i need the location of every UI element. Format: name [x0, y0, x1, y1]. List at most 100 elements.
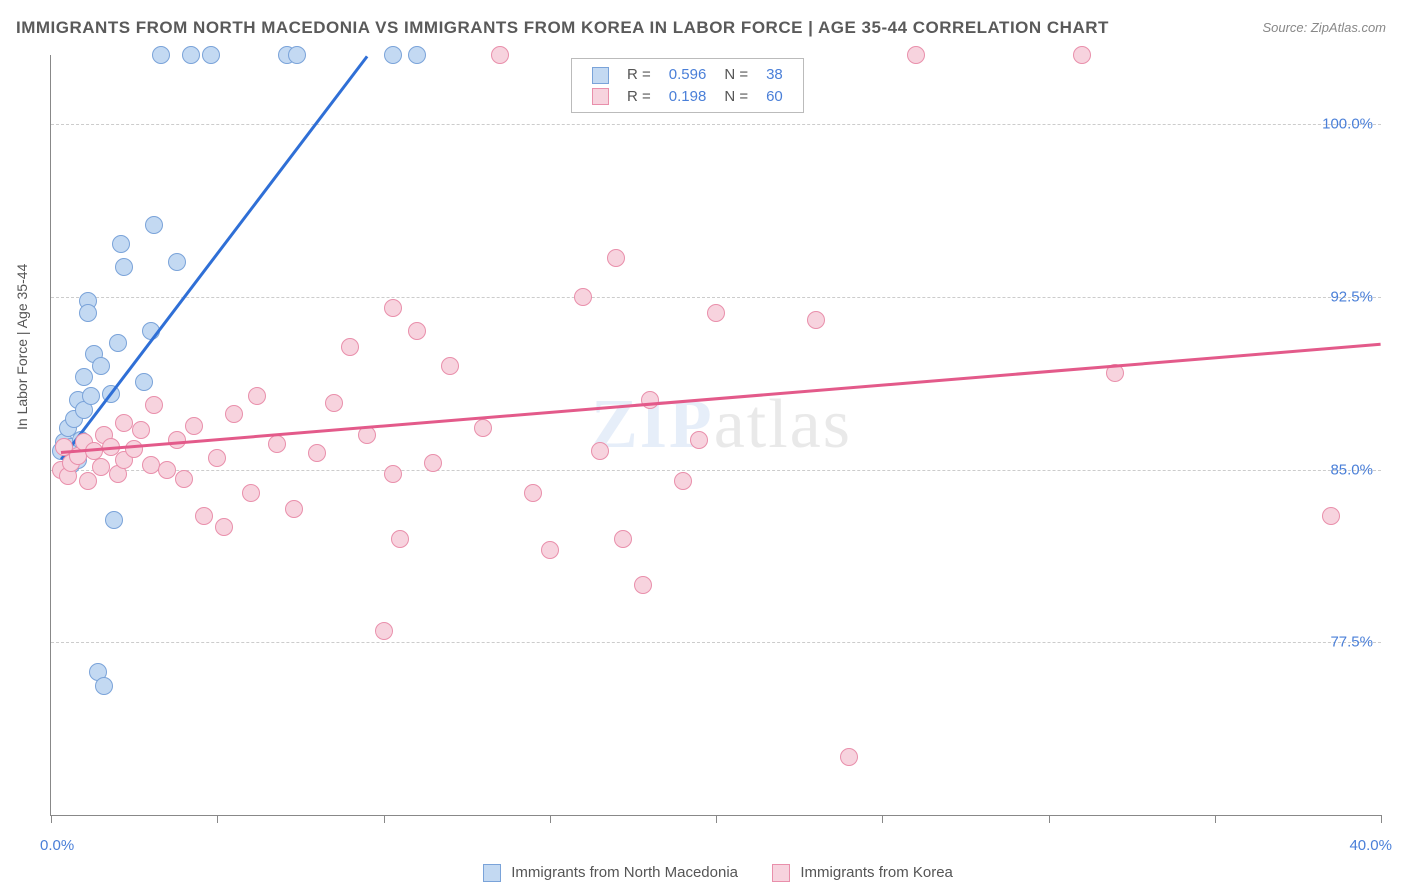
data-point-macedonia	[145, 216, 163, 234]
x-axis-label-max: 40.0%	[1349, 837, 1392, 854]
value-R-korea: 0.198	[661, 87, 715, 107]
label-N: N =	[716, 65, 756, 85]
trend-line-macedonia	[60, 55, 368, 460]
gridline	[51, 124, 1381, 125]
x-tick	[51, 815, 52, 823]
data-point-korea	[441, 357, 459, 375]
swatch-macedonia-bottom	[483, 864, 501, 882]
y-tick-label: 92.5%	[1330, 288, 1373, 305]
data-point-korea	[341, 338, 359, 356]
data-point-macedonia	[288, 46, 306, 64]
correlation-legend: R = 0.596 N = 38 R = 0.198 N = 60	[571, 58, 804, 113]
data-point-korea	[145, 396, 163, 414]
label-R2: R =	[619, 87, 659, 107]
gridline	[51, 642, 1381, 643]
x-tick	[882, 815, 883, 823]
x-tick	[550, 815, 551, 823]
data-point-korea	[92, 458, 110, 476]
data-point-korea	[325, 394, 343, 412]
data-point-korea	[707, 304, 725, 322]
data-point-korea	[175, 470, 193, 488]
data-point-korea	[195, 507, 213, 525]
data-point-korea	[308, 444, 326, 462]
swatch-korea	[592, 88, 609, 105]
data-point-korea	[690, 431, 708, 449]
value-N-macedonia: 38	[758, 65, 791, 85]
data-point-macedonia	[152, 46, 170, 64]
chart-title: IMMIGRANTS FROM NORTH MACEDONIA VS IMMIG…	[16, 18, 1109, 38]
data-point-korea	[674, 472, 692, 490]
data-point-macedonia	[109, 334, 127, 352]
data-point-korea	[242, 484, 260, 502]
data-point-macedonia	[168, 253, 186, 271]
swatch-korea-bottom	[772, 864, 790, 882]
x-tick	[1049, 815, 1050, 823]
series-legend: Immigrants from North Macedonia Immigran…	[0, 864, 1406, 882]
data-point-korea	[115, 414, 133, 432]
data-point-korea	[574, 288, 592, 306]
data-point-korea	[285, 500, 303, 518]
x-axis-label-min: 0.0%	[40, 837, 74, 854]
data-point-macedonia	[112, 235, 130, 253]
data-point-korea	[474, 419, 492, 437]
value-R-macedonia: 0.596	[661, 65, 715, 85]
data-point-korea	[524, 484, 542, 502]
data-point-macedonia	[135, 373, 153, 391]
data-point-korea	[185, 417, 203, 435]
data-point-macedonia	[105, 511, 123, 529]
y-tick-label: 100.0%	[1322, 116, 1373, 133]
gridline	[51, 470, 1381, 471]
data-point-korea	[208, 449, 226, 467]
data-point-korea	[248, 387, 266, 405]
y-tick-label: 85.0%	[1330, 461, 1373, 478]
data-point-korea	[541, 541, 559, 559]
data-point-korea	[384, 299, 402, 317]
data-point-macedonia	[92, 357, 110, 375]
data-point-korea	[607, 249, 625, 267]
value-N-korea: 60	[758, 87, 791, 107]
legend-row-korea: R = 0.198 N = 60	[584, 87, 791, 107]
data-point-korea	[215, 518, 233, 536]
data-point-korea	[907, 46, 925, 64]
x-tick	[217, 815, 218, 823]
data-point-macedonia	[79, 304, 97, 322]
data-point-korea	[142, 456, 160, 474]
data-point-macedonia	[202, 46, 220, 64]
data-point-korea	[491, 46, 509, 64]
data-point-macedonia	[182, 46, 200, 64]
source-label: Source: ZipAtlas.com	[1262, 20, 1386, 35]
x-tick	[384, 815, 385, 823]
data-point-korea	[268, 435, 286, 453]
legend-row-macedonia: R = 0.596 N = 38	[584, 65, 791, 85]
data-point-korea	[840, 748, 858, 766]
label-N2: N =	[716, 87, 756, 107]
data-point-macedonia	[115, 258, 133, 276]
data-point-korea	[132, 421, 150, 439]
data-point-korea	[614, 530, 632, 548]
data-point-korea	[1322, 507, 1340, 525]
x-tick	[1215, 815, 1216, 823]
data-point-macedonia	[75, 368, 93, 386]
gridline	[51, 297, 1381, 298]
data-point-korea	[408, 322, 426, 340]
data-point-korea	[1073, 46, 1091, 64]
data-point-korea	[384, 465, 402, 483]
data-point-korea	[641, 391, 659, 409]
data-point-korea	[168, 431, 186, 449]
data-point-korea	[225, 405, 243, 423]
legend-table: R = 0.596 N = 38 R = 0.198 N = 60	[582, 63, 793, 108]
legend-label-korea: Immigrants from Korea	[800, 864, 953, 881]
data-point-korea	[125, 440, 143, 458]
data-point-korea	[634, 576, 652, 594]
label-R: R =	[619, 65, 659, 85]
data-point-korea	[79, 472, 97, 490]
swatch-macedonia	[592, 67, 609, 84]
data-point-korea	[807, 311, 825, 329]
data-point-korea	[375, 622, 393, 640]
x-tick	[716, 815, 717, 823]
legend-label-macedonia: Immigrants from North Macedonia	[511, 864, 738, 881]
data-point-macedonia	[384, 46, 402, 64]
x-tick	[1381, 815, 1382, 823]
data-point-korea	[391, 530, 409, 548]
plot-area: ZIPatlas R = 0.596 N = 38 R = 0.198 N = …	[50, 55, 1381, 816]
